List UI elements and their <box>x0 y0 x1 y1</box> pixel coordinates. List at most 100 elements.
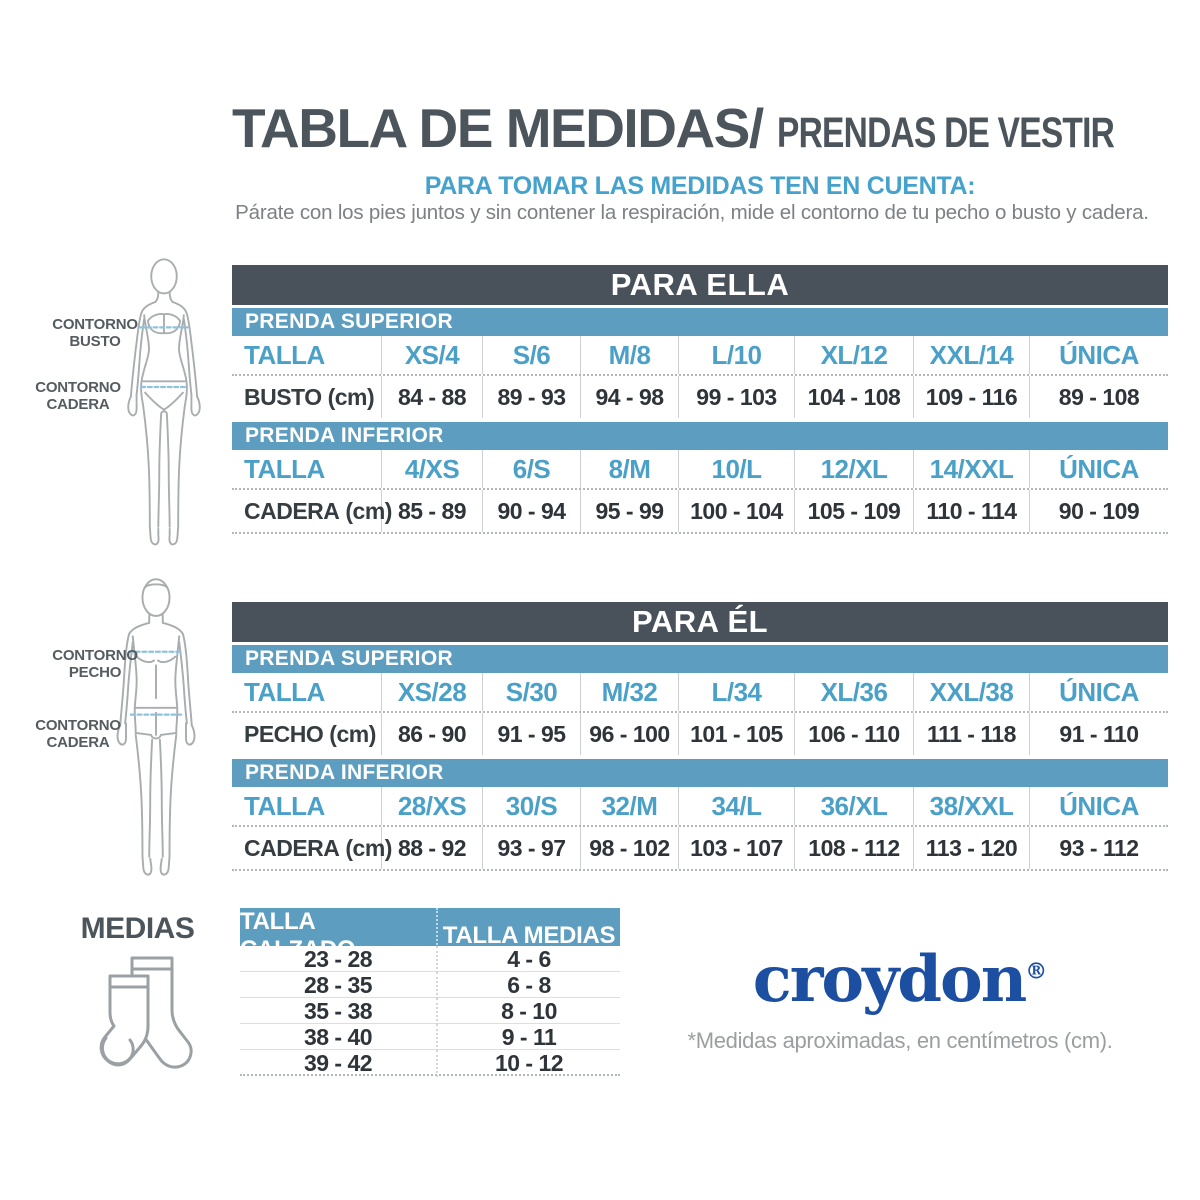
value-cell: 93 - 97 <box>483 827 581 869</box>
value-cell: 109 - 116 <box>914 376 1030 418</box>
para-ella-header: PARA ELLA <box>232 265 1168 305</box>
measuring-instructions-text: Párate con los pies juntos y sin contene… <box>235 201 1149 224</box>
value-cell: 91 - 110 <box>1059 720 1139 747</box>
prenda-superior-band: PRENDA SUPERIOR <box>232 308 1168 336</box>
para-ella-table: PARA ELLA PRENDA SUPERIOR TALLA XS/4 S/6… <box>232 265 1168 534</box>
table-row: 23 - 28 4 - 6 <box>240 946 620 973</box>
measure-unit: (cm) <box>345 834 392 861</box>
value-cell: 84 - 88 <box>382 376 483 418</box>
medias-cell: 6 - 8 <box>507 972 551 998</box>
talla-label: TALLA <box>232 336 382 374</box>
socks-outline-icon <box>99 956 193 1069</box>
medias-title: MEDIAS <box>80 912 195 945</box>
measure-unit: (cm) <box>329 720 376 747</box>
value-row: PECHO (cm) 86 - 90 91 - 95 96 - 100 101 -… <box>232 711 1168 755</box>
value-cell: 113 - 120 <box>914 827 1030 869</box>
size-cell: S/30 <box>483 673 581 711</box>
value-cell: 110 - 114 <box>914 490 1030 532</box>
contorno-busto-label: CONTORNO BUSTO <box>52 316 138 350</box>
page-title-sub: PRENDAS DE VESTIR <box>776 109 1115 157</box>
measure-label: PECHO (cm) <box>232 713 382 755</box>
female-figure <box>112 246 216 567</box>
calzado-cell: 23 - 28 <box>240 946 438 973</box>
size-cell: 32/M <box>581 787 679 825</box>
measure-label: CADERA (cm) <box>232 827 392 869</box>
size-cell: L/10 <box>679 336 795 374</box>
prenda-inferior-band: PRENDA INFERIOR <box>232 759 1168 787</box>
measure-name: CADERA <box>244 834 340 861</box>
medias-table: TALLA CALZADO TALLA MEDIAS 23 - 28 4 - 6… <box>240 908 620 1077</box>
talla-label: TALLA <box>232 787 382 825</box>
value-cell: 90 - 94 <box>483 490 581 532</box>
para-el-table: PARA ÉL PRENDA SUPERIOR TALLA XS/28 S/30… <box>232 602 1168 871</box>
page-title: TABLA DE MEDIDAS/ PRENDAS DE VESTIR <box>232 96 1168 160</box>
contorno-pecho-label: CONTORNO PECHO <box>52 647 138 681</box>
size-cell: XL/36 <box>795 673 914 711</box>
male-body-outline-icon <box>116 578 196 876</box>
value-cell: 108 - 112 <box>795 827 914 869</box>
contorno-cadera-male-label: CONTORNO CADERA <box>35 717 121 751</box>
measure-unit: (cm) <box>327 383 375 410</box>
value-cell: 98 - 102 <box>581 827 679 869</box>
value-row: BUSTO (cm) 84 - 88 89 - 93 94 - 98 99 - 1… <box>232 374 1168 418</box>
value-cell: 99 - 103 <box>679 376 795 418</box>
table-row: 39 - 42 10 - 12 <box>240 1050 620 1077</box>
size-cell: 8/M <box>581 450 679 488</box>
brand-name: croydon <box>752 942 1028 1017</box>
size-cell: S/6 <box>483 336 581 374</box>
croydon-logo: croydon® <box>640 948 1160 1012</box>
size-cell: 36/XL <box>795 787 914 825</box>
value-cell: 86 - 90 <box>382 713 483 755</box>
table-bottom-border <box>232 869 1168 871</box>
measurements-disclaimer: *Medidas aproximadas, en centímetros (cm… <box>687 1028 1113 1053</box>
size-cell: ÚNICA <box>1059 453 1139 484</box>
value-cell: 94 - 98 <box>581 376 679 418</box>
measure-unit: (cm) <box>345 497 392 524</box>
value-cell: 111 - 118 <box>914 713 1030 755</box>
socks-icon <box>86 952 196 1092</box>
measure-label: CADERA (cm) <box>232 490 392 532</box>
size-cell: XXL/38 <box>914 673 1030 711</box>
talla-label: TALLA <box>232 450 382 488</box>
calzado-cell: 35 - 38 <box>240 998 438 1025</box>
calzado-cell: 28 - 35 <box>240 972 438 999</box>
table-row: 35 - 38 8 - 10 <box>240 998 620 1025</box>
value-cell: 101 - 105 <box>679 713 795 755</box>
prenda-inferior-band: PRENDA INFERIOR <box>232 422 1168 450</box>
medias-cell: 8 - 10 <box>501 998 557 1024</box>
size-cell: 10/L <box>679 450 795 488</box>
calzado-cell: 39 - 42 <box>240 1050 438 1077</box>
size-cell: XXL/14 <box>914 336 1030 374</box>
brand-block: croydon® *Medidas aproximadas, en centím… <box>640 948 1160 1054</box>
value-cell: 100 - 104 <box>679 490 795 532</box>
size-cell: ÚNICA <box>1059 790 1139 821</box>
size-cell: 30/S <box>483 787 581 825</box>
value-cell: 105 - 109 <box>795 490 914 532</box>
value-cell: 91 - 95 <box>483 713 581 755</box>
page-title-main: TABLA DE MEDIDAS/ <box>232 97 764 159</box>
size-cell: XS/4 <box>382 336 483 374</box>
talla-calzado-header: TALLA CALZADO <box>240 908 438 964</box>
size-cell: 14/XXL <box>914 450 1030 488</box>
table-row: 38 - 40 9 - 11 <box>240 1024 620 1051</box>
medias-table-header: TALLA CALZADO TALLA MEDIAS <box>240 908 620 964</box>
table-row: 28 - 35 6 - 8 <box>240 972 620 999</box>
measuring-instructions-heading: PARA TOMAR LAS MEDIDAS TEN EN CUENTA: <box>424 172 976 200</box>
measure-name: BUSTO <box>244 383 322 410</box>
table-bottom-border <box>232 532 1168 534</box>
size-cell: ÚNICA <box>1059 339 1139 370</box>
value-cell: 103 - 107 <box>679 827 795 869</box>
value-cell: 89 - 93 <box>483 376 581 418</box>
size-cell: L/34 <box>679 673 795 711</box>
registered-trademark-symbol: ® <box>1025 958 1048 985</box>
para-el-header: PARA ÉL <box>232 602 1168 642</box>
value-row: CADERA (cm) 88 - 92 93 - 97 98 - 102 103 … <box>232 825 1168 869</box>
size-cell: 4/XS <box>382 450 483 488</box>
medias-cell: 4 - 6 <box>507 946 551 972</box>
talla-label: TALLA <box>232 673 382 711</box>
measure-name: PECHO <box>244 720 324 747</box>
size-cell: ÚNICA <box>1059 676 1139 707</box>
medias-cell: 10 - 12 <box>494 1050 564 1076</box>
value-cell: 95 - 99 <box>581 490 679 532</box>
